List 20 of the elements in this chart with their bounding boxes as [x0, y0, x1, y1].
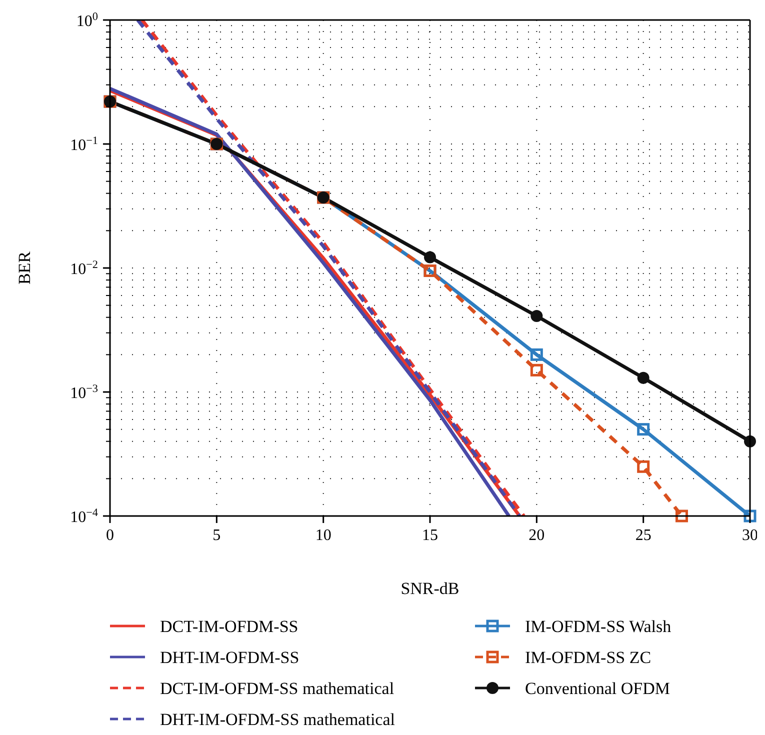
y-tick-label: 10$^{−4}$ [70, 507, 98, 526]
y-tick-label: 10$^{0}$ [76, 11, 98, 30]
legend-label: DCT-IM-OFDM-SS mathematical [160, 679, 394, 698]
legend-label: IM-OFDM-SS ZC [525, 648, 652, 667]
x-tick-label: 5 [212, 527, 221, 544]
x-tick-label: 0 [106, 527, 114, 544]
legend-label: DCT-IM-OFDM-SS [160, 617, 298, 636]
y-tick-label: 10$^{−1}$ [70, 135, 98, 154]
y-tick-label: 10$^{−3}$ [70, 383, 98, 402]
y-tick-label: 10$^{−2}$ [70, 259, 98, 278]
x-tick-label: 15 [422, 527, 438, 544]
legend-label: DHT-IM-OFDM-SS mathematical [160, 710, 396, 729]
x-tick-label: 25 [635, 527, 652, 544]
legend-label: IM-OFDM-SS Walsh [525, 617, 672, 636]
x-axis-title: SNR-dB [400, 579, 460, 598]
y-axis-title: BER [15, 250, 34, 285]
legend-label: DHT-IM-OFDM-SS [160, 648, 300, 667]
x-tick-label: 10 [315, 527, 332, 544]
legend-label: Conventional OFDM [525, 679, 670, 698]
x-tick-label: 20 [528, 527, 545, 544]
